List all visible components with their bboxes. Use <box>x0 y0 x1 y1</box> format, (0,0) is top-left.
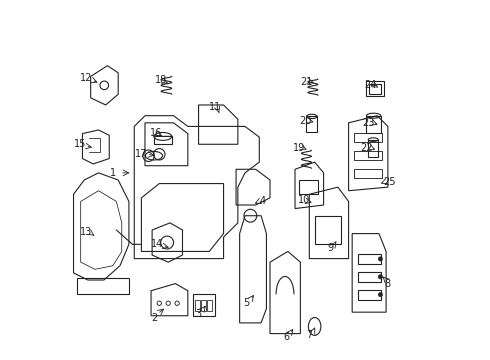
Bar <box>358 290 381 300</box>
Bar <box>358 272 381 282</box>
Text: 18: 18 <box>155 75 167 85</box>
Bar <box>207 300 212 311</box>
Text: 5: 5 <box>244 298 250 308</box>
Bar <box>298 180 318 194</box>
Circle shape <box>378 257 383 261</box>
Text: 24: 24 <box>364 80 376 90</box>
Bar <box>354 169 382 178</box>
Bar <box>368 140 378 157</box>
Text: 23: 23 <box>362 118 374 128</box>
Text: 14: 14 <box>151 239 164 249</box>
Text: 2: 2 <box>151 312 157 323</box>
Bar <box>367 81 384 96</box>
Text: 16: 16 <box>149 128 162 138</box>
Bar <box>354 151 382 160</box>
Text: 11: 11 <box>209 102 221 112</box>
Text: 19: 19 <box>293 143 305 153</box>
Text: 7: 7 <box>306 330 313 341</box>
Text: 1: 1 <box>110 168 116 178</box>
Bar <box>369 84 381 94</box>
Bar <box>306 116 317 132</box>
Bar <box>315 216 342 244</box>
Bar <box>201 300 206 311</box>
Text: 15: 15 <box>74 139 86 149</box>
Text: 8: 8 <box>385 279 391 289</box>
Text: 25: 25 <box>384 177 396 187</box>
Bar <box>354 133 382 143</box>
Text: 6: 6 <box>283 332 289 342</box>
Text: 13: 13 <box>80 227 92 237</box>
Bar <box>154 136 172 144</box>
Text: 3: 3 <box>196 309 201 319</box>
Text: 9: 9 <box>328 243 334 253</box>
Bar <box>358 254 381 264</box>
Text: 21: 21 <box>300 77 313 87</box>
Text: 10: 10 <box>298 195 310 204</box>
Text: 20: 20 <box>299 116 311 126</box>
Circle shape <box>378 275 383 279</box>
Circle shape <box>378 293 383 297</box>
Text: 12: 12 <box>80 73 92 83</box>
Bar <box>77 278 129 294</box>
Text: 22: 22 <box>360 143 373 153</box>
Bar <box>196 300 200 311</box>
Text: 4: 4 <box>260 197 266 206</box>
Text: 17: 17 <box>135 149 147 159</box>
Bar <box>367 116 381 133</box>
